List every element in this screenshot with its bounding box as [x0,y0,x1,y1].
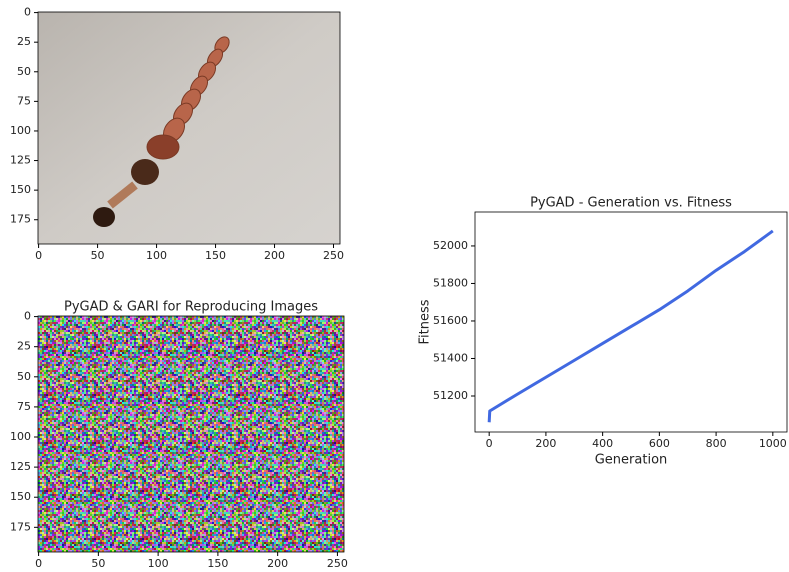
x-tick-label: 150 [207,557,228,570]
y-tick-label: 175 [10,520,31,533]
y-tick-label: 125 [10,154,31,167]
y-tick-label: 51800 [433,276,468,289]
x-tick-label: 100 [146,249,167,262]
x-tick-label: 0 [486,437,493,450]
x-tick-label: 250 [327,557,348,570]
x-tick-label: 0 [35,249,42,262]
x-tick-label: 800 [706,437,727,450]
x-tick-label: 0 [35,557,42,570]
x-tick-label: 400 [592,437,613,450]
y-tick-label: 51200 [433,389,468,402]
x-tick-label: 150 [205,249,226,262]
x-tick-label: 50 [91,249,105,262]
x-tick-label: 200 [267,557,288,570]
x-tick-label: 250 [323,249,344,262]
y-tick-label: 175 [10,213,31,226]
x-axis-label: Generation [595,453,668,468]
y-tick-label: 150 [10,490,31,503]
y-tick-label: 0 [24,6,31,19]
y-tick-label: 50 [17,370,31,383]
chart-title: PyGAD & GARI for Reproducing Images [64,300,318,315]
y-tick-label: 150 [10,183,31,196]
fitness-line [489,231,773,422]
y-tick-label: 100 [10,430,31,443]
noise-image [38,316,344,552]
y-tick-label: 75 [17,94,31,107]
y-tick-label: 52000 [433,239,468,252]
y-tick-label: 25 [17,340,31,353]
y-axis-label: Fitness [418,299,433,344]
y-tick-label: 51400 [433,351,468,364]
y-tick-label: 125 [10,460,31,473]
y-tick-label: 100 [10,124,31,137]
y-tick-label: 25 [17,35,31,48]
y-tick-label: 0 [24,310,31,323]
y-tick-label: 51600 [433,314,468,327]
photo [38,12,340,244]
y-tick-label: 75 [17,400,31,413]
x-tick-label: 200 [264,249,285,262]
x-tick-label: 1000 [759,437,787,450]
axes-frame [475,212,787,432]
x-tick-label: 200 [535,437,556,450]
chart-title: PyGAD - Generation vs. Fitness [530,196,732,211]
y-tick-label: 50 [17,65,31,78]
x-tick-label: 100 [148,557,169,570]
x-tick-label: 50 [91,557,105,570]
x-tick-label: 600 [649,437,670,450]
